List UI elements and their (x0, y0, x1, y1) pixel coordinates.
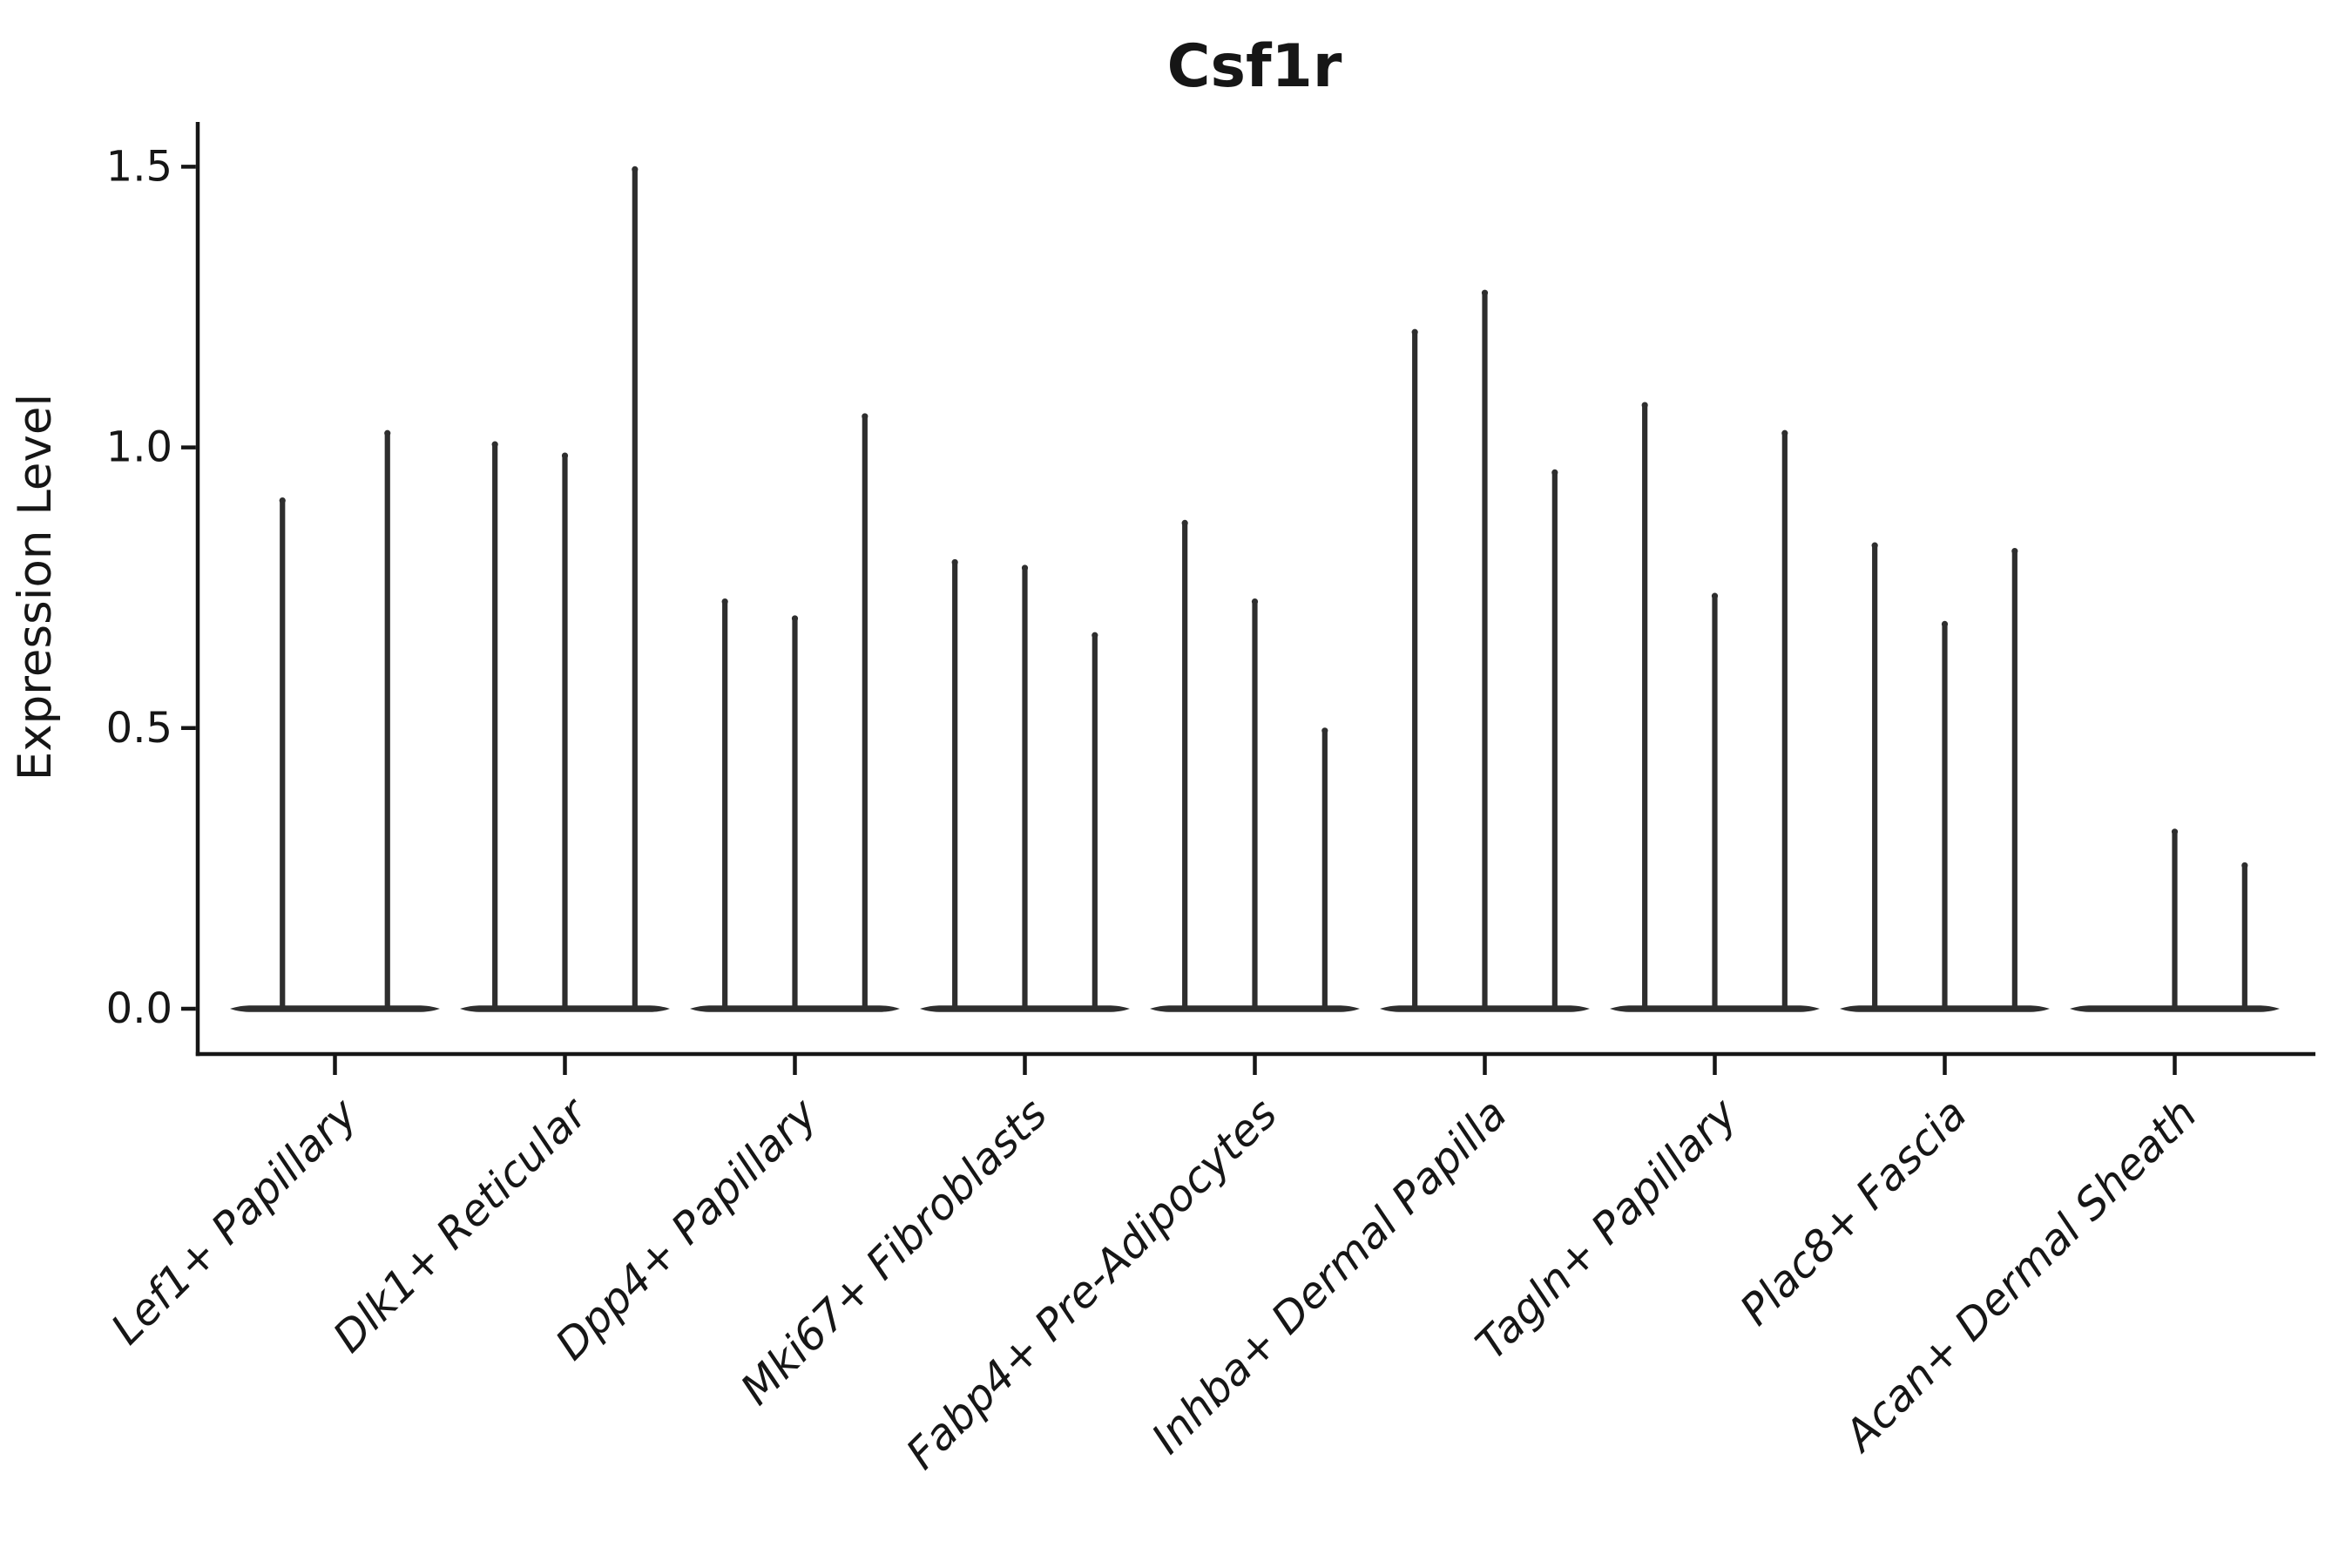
violin-spike-tip (384, 429, 391, 436)
x-tick-label: Plac8+ Fascia (1731, 1089, 1977, 1335)
violin-spike-tip (791, 615, 799, 622)
violin-spike-tip (1551, 469, 1558, 476)
violin-spike-tip (1321, 727, 1328, 734)
violin-spike-tip (2011, 547, 2018, 555)
y-tick-label: 1.5 (106, 142, 172, 191)
chart-title: Csf1r (1167, 32, 1342, 101)
x-tick-label: Lef1+ Papillary (102, 1088, 368, 1354)
x-tick-label: Fabp4+ Pre-Adipocytes (896, 1089, 1287, 1479)
y-tick-label: 0.5 (106, 704, 172, 753)
y-tick-label: 0.0 (106, 984, 172, 1033)
violin-spike-tip (1181, 519, 1188, 526)
violin-spike-tip (1481, 289, 1489, 296)
violin-spike-tip (1781, 429, 1788, 436)
y-tick-label: 1.0 (106, 423, 172, 472)
violin-spike-tip (491, 441, 498, 448)
violin-spike-tip (721, 598, 728, 605)
violin-spike-tip (1092, 632, 1098, 639)
violin-spike-tip (1941, 620, 1949, 627)
violin-baseline (230, 1005, 440, 1012)
violin-spike-tip (2241, 862, 2248, 869)
violin-spike-tip (2171, 828, 2179, 835)
violin-spike-tip (862, 413, 868, 420)
violin-spike-tip (1411, 328, 1418, 335)
violin-spike-tip (279, 497, 286, 504)
violin-spike-tip (561, 452, 569, 459)
violin-spike-tip (1251, 598, 1259, 605)
violin-spike-tip (632, 166, 639, 172)
violin-spike-tip (1641, 402, 1648, 409)
y-axis-label: Expression Level (9, 394, 62, 781)
violin-spike-tip (1871, 542, 1878, 549)
x-tick-label: Dlk1+ Reticular (323, 1087, 598, 1362)
violin-spike-tip (1021, 564, 1029, 571)
violin-spike-tip (951, 558, 958, 566)
violin-spike-tip (1711, 592, 1719, 599)
y-axis-ticks: 0.0 0.5 1.0 1.5 (106, 142, 196, 1033)
violins (230, 166, 2280, 1012)
